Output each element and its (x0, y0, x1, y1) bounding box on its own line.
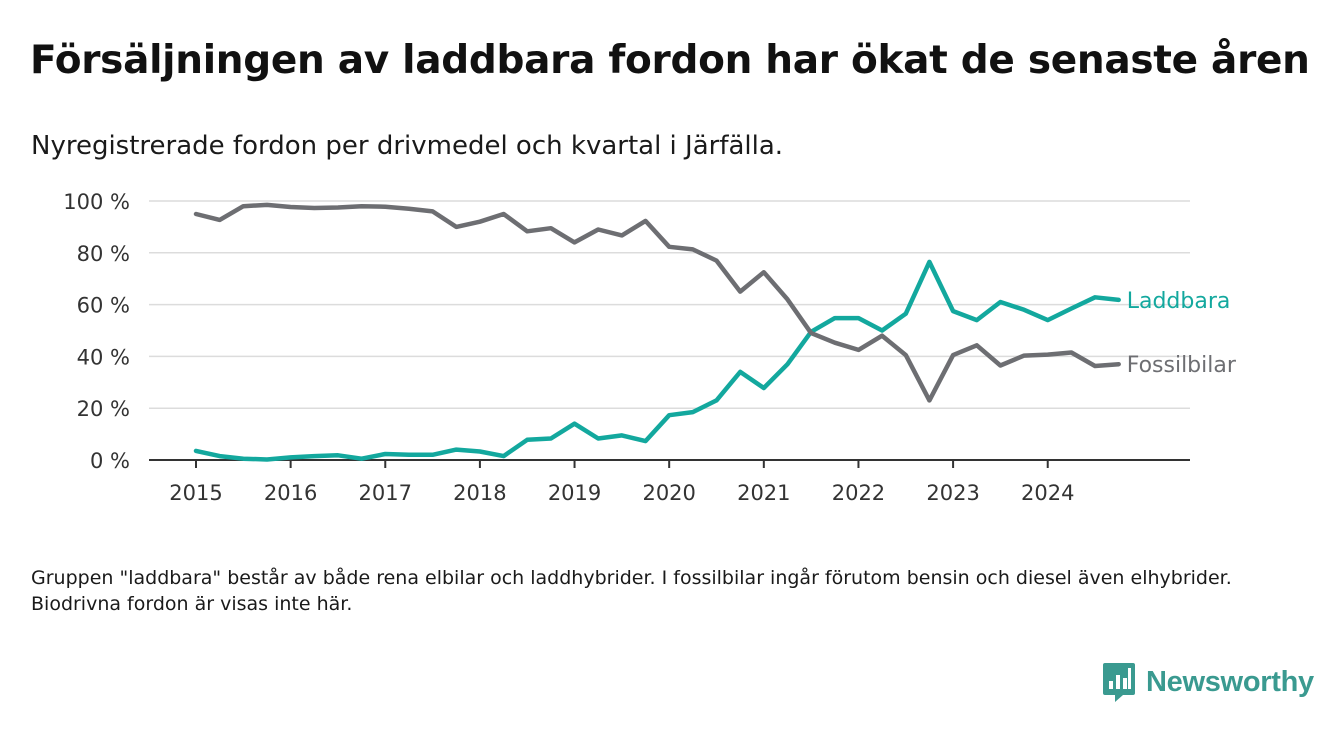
x-tick-label: 2021 (737, 481, 790, 505)
series-line-fossilbilar (193, 202, 1121, 403)
x-tick-label: 2016 (264, 481, 317, 505)
x-tick-label: 2018 (453, 481, 506, 505)
x-tick-label: 2015 (169, 481, 222, 505)
y-tick-label: 60 % (77, 294, 130, 318)
x-tick-label: 2017 (359, 481, 412, 505)
y-tick-label: 0 % (90, 449, 130, 473)
chart-subtitle: Nyregistrerade fordon per drivmedel och … (31, 131, 784, 161)
x-tick-label: 2019 (548, 481, 601, 505)
series-label-fossilbilar: Fossilbilar (1127, 353, 1237, 378)
bar-chart-logo-icon (1103, 663, 1135, 702)
x-tick-label: 2022 (832, 481, 885, 505)
y-tick-label: 80 % (77, 242, 130, 266)
x-tick-label: 2023 (926, 481, 979, 505)
x-tick-label: 2024 (1021, 481, 1074, 505)
y-tick-label: 40 % (77, 345, 130, 369)
y-tick-label: 20 % (77, 397, 130, 421)
newsworthy-logo[interactable]: Newsworthy (1102, 661, 1314, 703)
chart-title: Försäljningen av laddbara fordon har öka… (30, 38, 1310, 83)
brand-name: Newsworthy (1146, 665, 1314, 698)
series-line-laddbara (193, 259, 1121, 462)
footnote: Gruppen "laddbara" består av både rena e… (31, 567, 1232, 615)
y-tick-label: 100 % (63, 190, 130, 214)
series-label-laddbara: Laddbara (1127, 289, 1231, 314)
x-tick-label: 2020 (642, 481, 695, 505)
